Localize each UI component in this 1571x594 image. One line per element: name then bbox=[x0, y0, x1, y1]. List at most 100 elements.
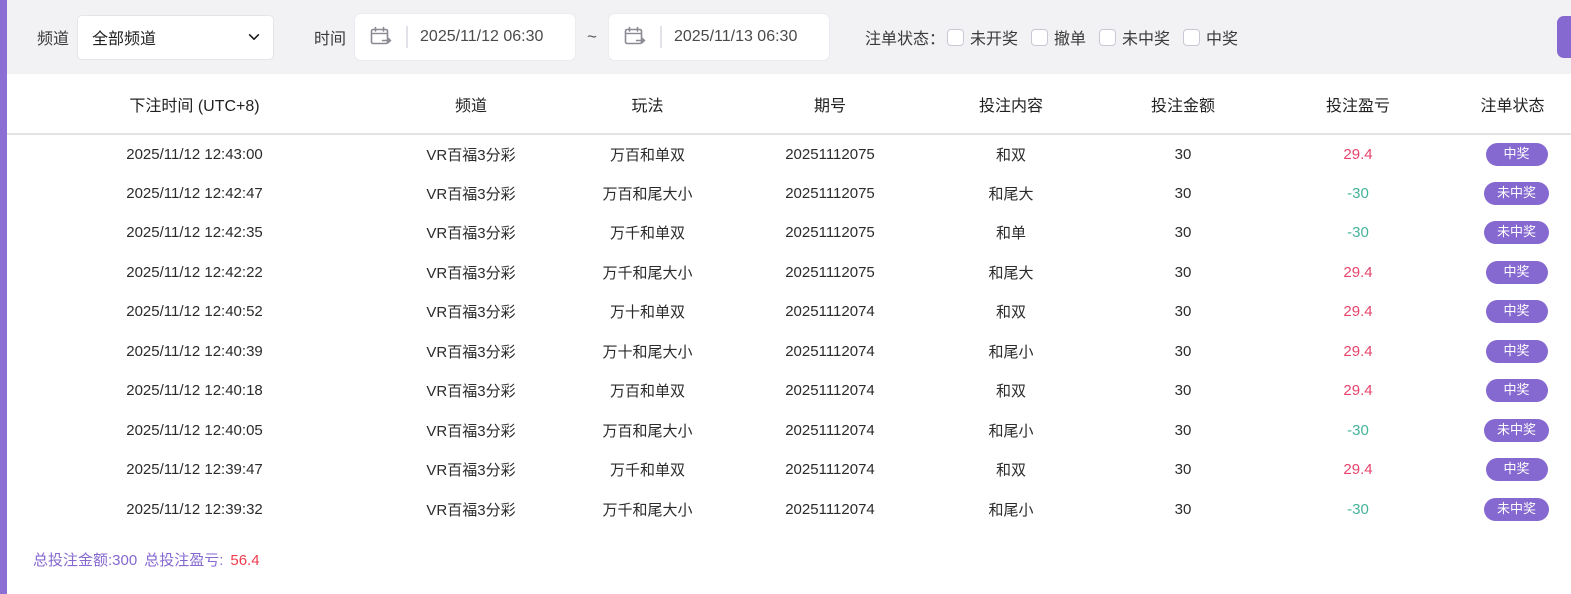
col-header-time: 下注时间 (UTC+8) bbox=[7, 74, 382, 135]
cell-play: 万百和尾大小 bbox=[560, 410, 735, 450]
total-amount-label: 总投注金额: bbox=[33, 552, 113, 569]
cell-channel: VR百福3分彩 bbox=[382, 292, 560, 332]
cell-profit-value: 29.4 bbox=[1343, 382, 1373, 400]
cell-profit: 29.4 bbox=[1269, 252, 1447, 292]
table-row[interactable]: 2025/11/12 12:40:39 VR百福3分彩 万十和尾大小 20251112… bbox=[7, 331, 1571, 371]
chevron-down-icon bbox=[248, 34, 260, 40]
table-row[interactable]: 2025/11/12 12:40:05 VR百福3分彩 万百和尾大小 20251112… bbox=[7, 410, 1571, 450]
records-table: 下注时间 (UTC+8) 频道 玩法 期号 投注内容 投注金额 投注盈亏 注单状… bbox=[7, 74, 1571, 529]
status-checkbox-won[interactable]: 中奖 bbox=[1183, 25, 1238, 49]
total-amount-value: 300 bbox=[112, 552, 138, 569]
calendar-icon bbox=[370, 26, 392, 45]
total-pl-value: 56.4 bbox=[230, 552, 260, 569]
cell-profit-value: 29.4 bbox=[1343, 303, 1373, 321]
col-header-amount: 投注金额 bbox=[1097, 74, 1269, 135]
table-row[interactable]: 2025/11/12 12:39:47 VR百福3分彩 万千和单双 202511120… bbox=[7, 450, 1571, 490]
table-body: 2025/11/12 12:43:00 VR百福3分彩 万百和单双 202511120… bbox=[7, 134, 1571, 529]
cell-content: 和尾大 bbox=[925, 173, 1097, 213]
cell-profit-value: 29.4 bbox=[1343, 263, 1373, 281]
cell-status-value: 未中奖 bbox=[1483, 497, 1549, 521]
cell-issue: 20251112074 bbox=[735, 371, 925, 411]
date-range-separator: ~ bbox=[587, 27, 597, 46]
input-divider bbox=[406, 26, 409, 48]
table-row[interactable]: 2025/11/12 12:42:47 VR百福3分彩 万百和尾大小 20251112… bbox=[7, 173, 1571, 213]
table-row[interactable]: 2025/11/12 12:42:35 VR百福3分彩 万千和单双 202511120… bbox=[7, 213, 1571, 253]
cell-issue: 20251112075 bbox=[735, 213, 925, 253]
input-divider bbox=[659, 26, 662, 48]
status-checkbox-label: 撤单 bbox=[1054, 31, 1087, 48]
cell-content: 和单 bbox=[925, 213, 1097, 253]
cell-status-value: 中奖 bbox=[1485, 379, 1548, 403]
cell-time: 2025/11/12 12:40:18 bbox=[7, 371, 382, 411]
cell-amount: 30 bbox=[1097, 331, 1269, 371]
date-start-input[interactable]: 2025/11/12 06:30 bbox=[354, 13, 577, 61]
cell-profit-value: 29.4 bbox=[1343, 145, 1373, 163]
date-start-value: 2025/11/12 06:30 bbox=[420, 28, 544, 45]
edge-toggle-button[interactable] bbox=[1557, 16, 1571, 58]
cell-issue: 20251112074 bbox=[735, 489, 925, 529]
filter-bar: 频道 全部频道 时间 2025/11/12 06:30 bbox=[7, 0, 1571, 74]
table-row[interactable]: 2025/11/12 12:39:32 VR百福3分彩 万千和尾大小 20251112… bbox=[7, 489, 1571, 529]
cell-issue: 20251112074 bbox=[735, 450, 925, 490]
date-end-input[interactable]: 2025/11/13 06:30 bbox=[607, 13, 830, 61]
time-label: 时间 bbox=[314, 31, 347, 48]
cell-issue: 20251112075 bbox=[735, 134, 925, 174]
checkbox-icon[interactable] bbox=[946, 28, 964, 46]
cell-status: 中奖 bbox=[1447, 371, 1571, 411]
cell-profit: 29.4 bbox=[1269, 134, 1447, 174]
checkbox-icon[interactable] bbox=[1031, 28, 1048, 46]
checkbox-icon[interactable] bbox=[1183, 28, 1201, 46]
cell-play: 万千和单双 bbox=[560, 213, 735, 253]
table-row[interactable]: 2025/11/12 12:40:18 VR百福3分彩 万百和单双 202511120… bbox=[7, 371, 1571, 411]
cell-amount: 30 bbox=[1097, 371, 1269, 411]
channel-label: 频道 bbox=[37, 31, 70, 48]
table-row[interactable]: 2025/11/12 12:42:22 VR百福3分彩 万千和尾大小 20251112… bbox=[7, 252, 1571, 292]
cell-status: 未中奖 bbox=[1447, 213, 1571, 253]
cell-profit: 29.4 bbox=[1269, 450, 1447, 490]
cell-status-value: 中奖 bbox=[1485, 339, 1548, 363]
status-checkbox-cancelled[interactable]: 撤单 bbox=[1031, 25, 1086, 49]
cell-channel: VR百福3分彩 bbox=[382, 371, 560, 411]
cell-profit-value: -30 bbox=[1347, 224, 1369, 242]
cell-profit: 29.4 bbox=[1269, 331, 1447, 371]
channel-select[interactable]: 全部频道 bbox=[77, 14, 275, 60]
cell-play: 万百和尾大小 bbox=[560, 173, 735, 213]
cell-content: 和尾小 bbox=[925, 410, 1097, 450]
cell-profit: -30 bbox=[1269, 489, 1447, 529]
cell-play: 万千和尾大小 bbox=[560, 489, 735, 529]
cell-content: 和双 bbox=[925, 134, 1097, 174]
status-checkbox-lost[interactable]: 未中奖 bbox=[1099, 25, 1170, 49]
cell-time: 2025/11/12 12:40:05 bbox=[7, 410, 382, 450]
status-checkbox-pending[interactable]: 未开奖 bbox=[946, 25, 1018, 49]
status-checkbox-label: 未中奖 bbox=[1122, 31, 1171, 48]
cell-issue: 20251112075 bbox=[735, 173, 925, 213]
cell-channel: VR百福3分彩 bbox=[382, 213, 560, 253]
cell-content: 和双 bbox=[925, 450, 1097, 490]
channel-select-value: 全部频道 bbox=[92, 31, 157, 48]
cell-profit-value: -30 bbox=[1347, 421, 1369, 439]
cell-status-value: 中奖 bbox=[1485, 300, 1548, 324]
checkbox-icon[interactable] bbox=[1099, 28, 1117, 46]
cell-content: 和尾大 bbox=[925, 252, 1097, 292]
cell-status-value: 未中奖 bbox=[1483, 221, 1549, 245]
cell-issue: 20251112074 bbox=[735, 410, 925, 450]
status-filter-label: 注单状态： bbox=[864, 31, 945, 48]
cell-profit-value: 29.4 bbox=[1343, 461, 1373, 479]
cell-profit: 29.4 bbox=[1269, 292, 1447, 332]
cell-channel: VR百福3分彩 bbox=[382, 134, 560, 174]
cell-channel: VR百福3分彩 bbox=[382, 252, 560, 292]
cell-play: 万十和单双 bbox=[560, 292, 735, 332]
cell-status: 中奖 bbox=[1447, 134, 1571, 174]
table-row[interactable]: 2025/11/12 12:43:00 VR百福3分彩 万百和单双 202511120… bbox=[7, 134, 1571, 174]
cell-channel: VR百福3分彩 bbox=[382, 410, 560, 450]
col-header-profit: 投注盈亏 bbox=[1269, 74, 1447, 135]
cell-time: 2025/11/12 12:42:22 bbox=[7, 252, 382, 292]
cell-status: 中奖 bbox=[1447, 292, 1571, 332]
cell-amount: 30 bbox=[1097, 292, 1269, 332]
cell-time: 2025/11/12 12:40:39 bbox=[7, 331, 382, 371]
cell-play: 万百和单双 bbox=[560, 134, 735, 174]
table-row[interactable]: 2025/11/12 12:40:52 VR百福3分彩 万十和单双 202511120… bbox=[7, 292, 1571, 332]
cell-content: 和尾小 bbox=[925, 331, 1097, 371]
status-checkbox-label: 中奖 bbox=[1206, 31, 1239, 48]
